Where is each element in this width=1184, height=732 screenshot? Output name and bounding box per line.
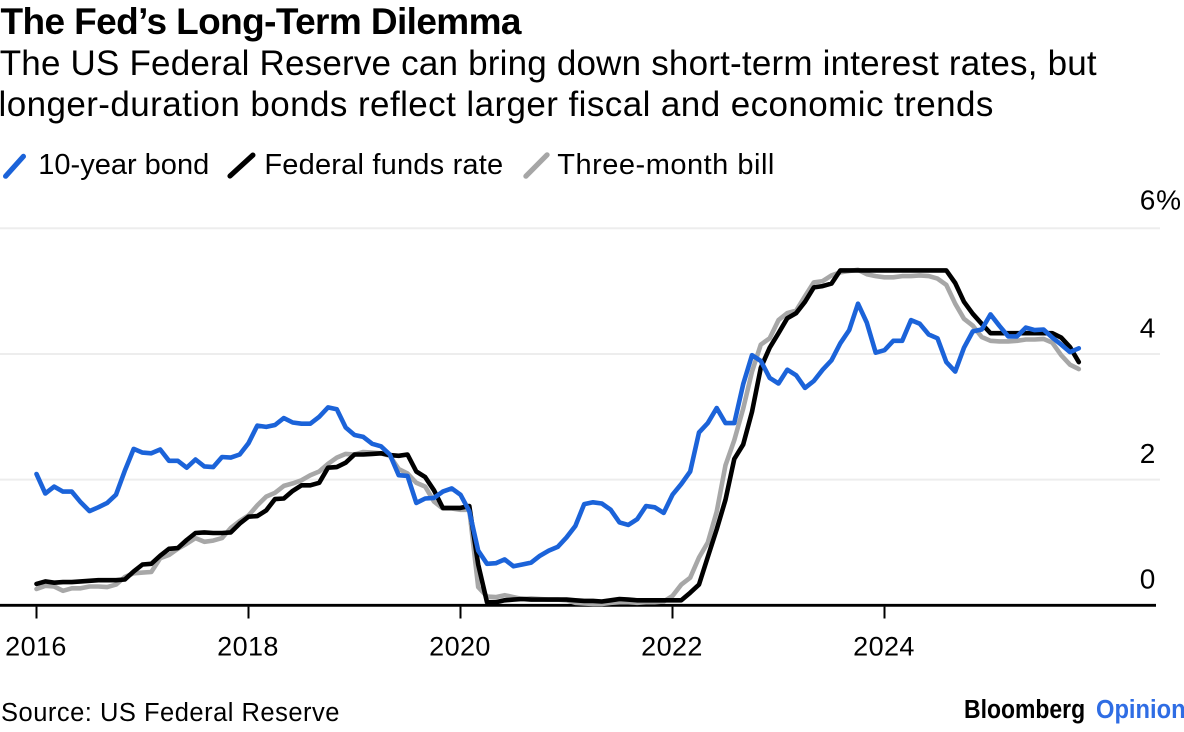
svg-text:2022: 2022	[641, 631, 703, 661]
svg-text:6%: 6%	[1140, 184, 1182, 215]
svg-text:2: 2	[1140, 438, 1156, 469]
svg-text:2020: 2020	[429, 631, 491, 661]
svg-text:4: 4	[1140, 312, 1156, 343]
svg-text:0: 0	[1140, 563, 1156, 594]
svg-text:2018: 2018	[217, 631, 279, 661]
svg-text:2024: 2024	[853, 631, 915, 661]
svg-text:2016: 2016	[5, 631, 67, 661]
